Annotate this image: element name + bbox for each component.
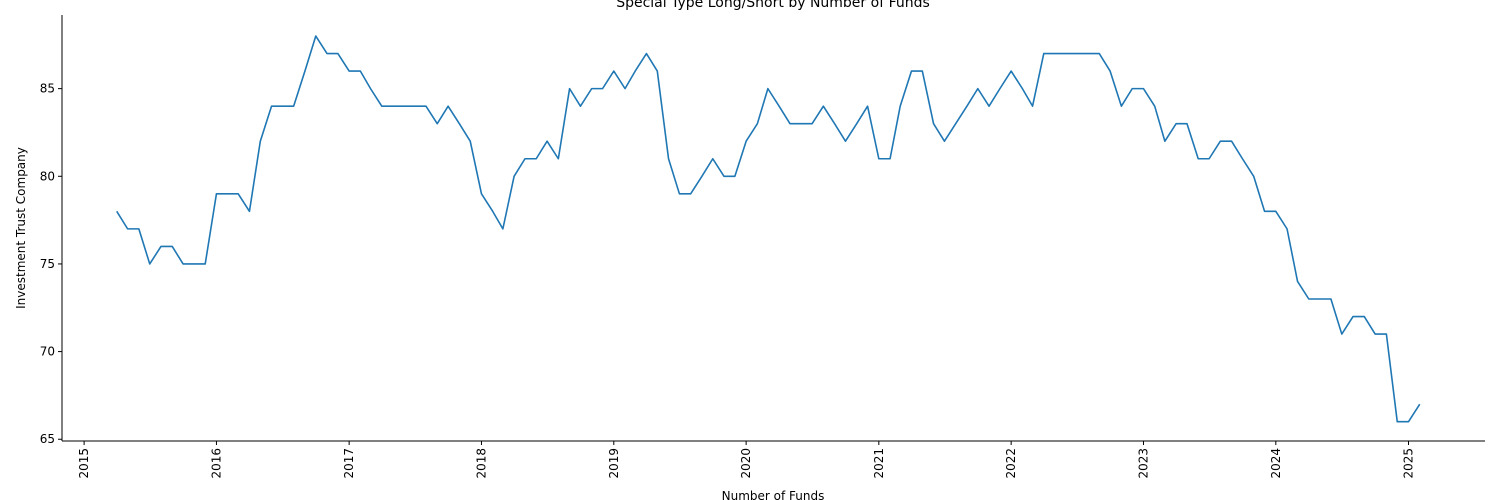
x-axis-label: Number of Funds: [722, 489, 825, 500]
y-axis: 65 70 75 80 85: [40, 82, 62, 446]
chart-title: Special Type Long/Short by Number of Fun…: [616, 0, 930, 11]
plot-area: [116, 35, 1421, 423]
x-tick-label: 2015: [77, 448, 91, 479]
x-tick-label: 2024: [1269, 448, 1283, 479]
y-tick-label: 70: [40, 345, 55, 359]
x-tick-label: 2018: [474, 448, 488, 479]
x-tick-label: 2017: [342, 448, 356, 479]
y-axis-label: Investment Trust Company: [14, 147, 28, 309]
x-tick-label: 2016: [209, 448, 223, 479]
x-axis: 2015 2016 2017 2018 2019 2020 2021 2022 2023 2024…: [77, 441, 1416, 479]
x-tick-label: 2020: [739, 448, 753, 479]
x-tick-label: 2019: [607, 448, 621, 479]
series-line: [116, 35, 1421, 423]
y-tick-label: 65: [40, 432, 55, 446]
y-tick-label: 80: [40, 169, 55, 183]
y-tick-label: 75: [40, 257, 55, 271]
x-tick-label: 2022: [1004, 448, 1018, 479]
x-tick-label: 2023: [1136, 448, 1150, 479]
x-tick-label: 2025: [1402, 448, 1416, 479]
x-tick-label: 2021: [872, 448, 886, 479]
y-tick-label: 85: [40, 82, 55, 96]
